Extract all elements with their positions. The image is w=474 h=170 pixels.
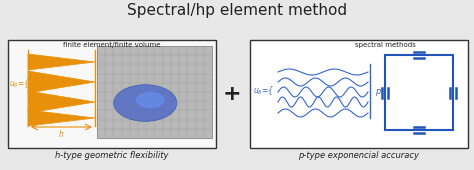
Text: +: + [223,84,241,104]
Text: spectral methods: spectral methods [355,42,416,48]
Polygon shape [28,71,95,93]
Polygon shape [28,54,95,70]
Text: Spectral/hp element method: Spectral/hp element method [127,3,347,18]
Bar [97,46,212,138]
Polygon shape [28,91,95,113]
Text: $u_\delta$={: $u_\delta$={ [253,85,274,97]
Text: h: h [59,130,64,139]
Text: p-type exponencial accuracy: p-type exponencial accuracy [299,151,419,160]
Text: $u_\delta$={: $u_\delta$={ [9,78,30,90]
Bar [385,55,453,130]
Polygon shape [28,110,95,126]
Ellipse shape [136,92,164,108]
Bar [8,40,216,148]
Text: p: p [375,87,380,96]
Ellipse shape [114,85,177,121]
Text: finite element/finite volume: finite element/finite volume [63,42,161,48]
Bar [250,40,468,148]
Text: h-type geometric flexibility: h-type geometric flexibility [55,151,169,160]
